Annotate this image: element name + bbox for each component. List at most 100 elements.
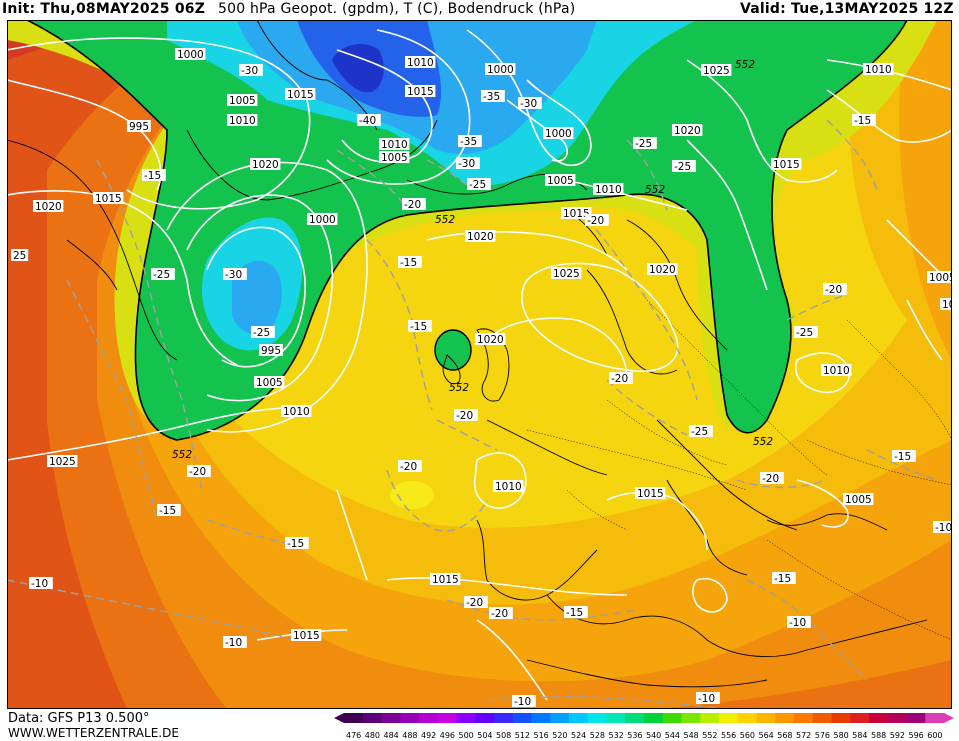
isotherm-label: -25 [151,268,175,281]
isotherm-label-text: -25 [253,327,270,339]
isobar-label: 1005 [927,271,952,284]
isotherm-label: -40 [357,114,381,127]
weather-map[interactable]: 1000 1005 1010 995 1015 1020 1015 1020 1000 995 10… [7,20,952,709]
isobar-label: 1015 [771,158,802,171]
isobar-label-text: 1025 [49,456,76,468]
isotherm-label-box [398,460,422,472]
isobar-label: 1025 [551,267,582,280]
isobar-label: 1000 [175,48,206,61]
isotherm-label: -10 [787,616,811,629]
isotherm-label-text: -10 [935,522,952,534]
isobar-label: 1015 [285,88,316,101]
isobar-label-box [593,183,624,195]
isobars [7,29,952,701]
isobar-label-box [771,158,802,170]
field-navy [332,44,384,93]
isobar-label-text: 1015 [407,86,434,98]
isotherm-label-text: -10 [225,637,242,649]
temperature-labels: -30 -40 -35 -30 -35 -30 -25 -20 -15 -25 -30 -25 -15 -… [29,64,952,708]
field-green-cutoff [435,330,471,370]
colorbar-tick-label: 532 [609,731,624,740]
isobar-label-box [47,455,78,467]
chart-footer: Data: GFS P13 0.500° WWW.WETTERZENTRALE.… [0,709,959,741]
isobar-label-box [635,487,666,499]
isotherm-label-text: -15 [774,573,791,585]
isotherm-label-box [852,114,876,126]
chart-title: 500 hPa Geopot. (gpdm), T (C), Bodendruc… [218,1,576,17]
isotherm-label-text: -15 [287,538,304,550]
isobar-label-text: 1025 [553,268,580,280]
isotherm-label-text: -25 [796,327,813,339]
geopotential-label-text: 552 [735,59,755,71]
isotherm-label-text: -25 [635,138,652,150]
isobar-label-text: 995 [129,121,149,133]
colorbar-cell [400,713,420,723]
isotherm-label: -15 [772,572,796,585]
geopotential-552-cutoff [434,329,472,371]
isotherm-label-box [458,135,482,147]
colorbar-cell [737,713,757,723]
isobar-label-box [93,192,124,204]
isotherm-label-text: -10 [514,696,531,708]
isobar-label-text: 1005 [845,494,872,506]
geopotential-label: 552 [735,59,755,71]
isotherm-label-box [564,606,588,618]
isotherm-label: -30 [518,97,542,110]
colorbar-cell [719,713,739,723]
isotherm-label: -25 [251,326,275,339]
data-source: Data: GFS P13 0.500° [8,711,150,726]
isotherm-label-box [794,326,818,338]
isobar-label: 1005 [545,174,576,187]
colorbar-tick-label: 516 [534,731,549,740]
isobar-label: 1005 [843,493,874,506]
colorbar-tick-label: 524 [571,731,586,740]
field-yellow-spot [390,481,434,509]
isotherm-label-text: -25 [691,426,708,438]
isobar-label-box [405,56,436,68]
colorbar-tick-label: 552 [702,731,717,740]
isotherm-label: -20 [585,214,609,227]
isotherm-label-box [456,157,480,169]
isotherm-label-text: -25 [469,179,486,191]
isobar-label-box [647,263,678,275]
isobar-label-box [430,573,461,585]
isobar-label-box [940,298,952,310]
isobar-label-text: 1020 [35,201,62,213]
isobar-label-text: 1015 [563,208,590,220]
isotherm-label-box [689,425,713,437]
isotherm-label-text: -15 [400,257,417,269]
isotherm-label: -20 [398,460,422,473]
isobar-label: 1015 [635,487,666,500]
isobar-label: 1000 [485,63,516,76]
map-border [7,20,952,709]
isotherm-label-text: -20 [404,199,421,211]
isobar-label-box [259,344,283,356]
colorbar-cell [550,713,570,723]
isotherm-label: -10 [223,636,247,649]
colorbar-tick-label: 528 [590,731,605,740]
colorbar-tick-label: 592 [890,731,905,740]
isotherm-label-text: -20 [466,597,483,609]
isotherm-label-box [772,572,796,584]
colorbar-tick-label: 560 [740,731,755,740]
isobar-label-box [485,63,516,75]
isotherm-label-text: -15 [566,607,583,619]
isotherm-label: -10 [696,692,720,705]
isobar-label-box [493,480,524,492]
isotherm-label: -20 [823,283,847,296]
isotherm-label-box [481,90,505,102]
isobar-label-box [672,124,703,136]
colorbar-tick-label: 596 [909,731,924,740]
colorbar-cell [456,713,476,723]
isobar-label-box [285,88,316,100]
geopotential-label-text: 552 [435,214,455,226]
isobar-label: 1025 [47,455,78,468]
isotherm-label-text: -15 [894,451,911,463]
colorbar-cell [344,713,364,723]
isotherm-label-box [467,178,491,190]
isobar-label: 1000 [940,298,952,311]
isotherm-label-box [285,537,309,549]
isotherm-label-box [357,114,381,126]
isotherm-label-text: -15 [410,321,427,333]
isobar-label: 25 [11,249,29,262]
